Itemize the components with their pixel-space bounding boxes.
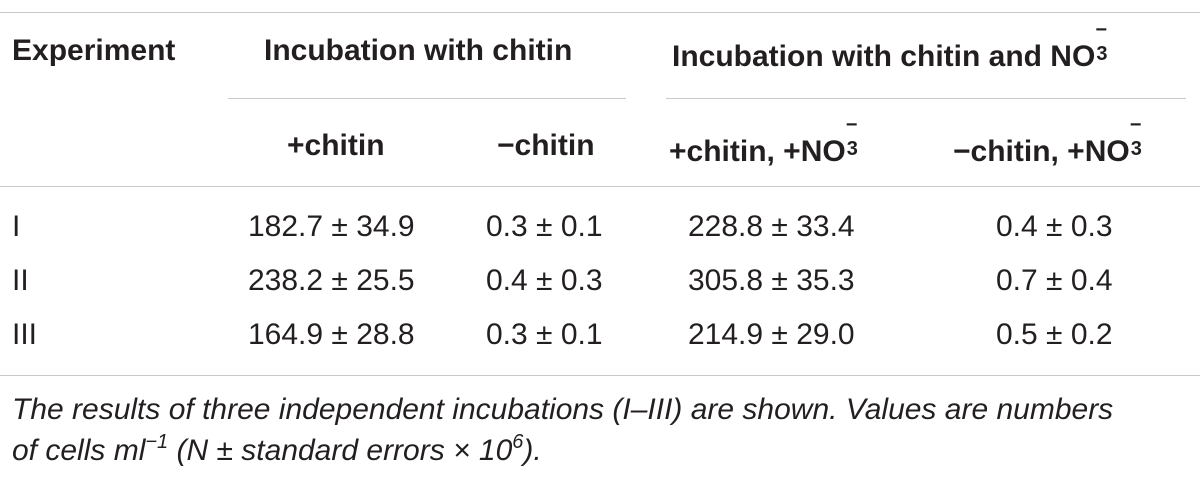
nitrate-ion-notation: −3 xyxy=(1130,115,1150,161)
header-group-chitin: Incubation with chitin xyxy=(264,34,573,67)
ion-subscript: 3 xyxy=(1096,43,1108,65)
subheader-minus-chitin-plus-no3: −chitin, +NO −3 xyxy=(953,115,1150,168)
group-chitin-no3-rule xyxy=(666,98,1186,99)
footnote-line2-b: (N ± standard errors × 10 xyxy=(168,433,513,467)
cell-plus-chitin: 182.7 ± 34.9 xyxy=(248,210,415,243)
subheader-plus-chitin: +chitin xyxy=(287,129,385,162)
cell-minus-chitin: 0.3 ± 0.1 xyxy=(486,318,603,351)
cell-plus-chitin-plus-no3: 305.8 ± 35.3 xyxy=(688,264,855,297)
footnote-line2-a: of cells ml xyxy=(12,433,146,467)
nitrate-ion-notation: −3 xyxy=(1095,20,1115,66)
subheader-minus-chitin: −chitin xyxy=(497,129,595,162)
cell-plus-chitin-plus-no3: 228.8 ± 33.4 xyxy=(688,210,855,243)
cell-minus-chitin-plus-no3: 0.4 ± 0.3 xyxy=(996,210,1113,243)
header-bottom-rule xyxy=(0,186,1200,187)
header-experiment: Experiment xyxy=(12,34,176,67)
cell-minus-chitin: 0.3 ± 0.1 xyxy=(486,210,603,243)
cell-plus-chitin-plus-no3: 214.9 ± 29.0 xyxy=(688,318,855,351)
table-footnote: The results of three independent incubat… xyxy=(12,390,1192,472)
cell-minus-chitin: 0.4 ± 0.3 xyxy=(486,264,603,297)
table-top-rule xyxy=(0,12,1200,13)
ion-charge: − xyxy=(845,114,858,136)
nitrate-ion-notation: −3 xyxy=(846,115,866,161)
footnote-exponent: −1 xyxy=(145,430,169,453)
subheader-plus-chitin-plus-no3: +chitin, +NO −3 xyxy=(669,115,866,168)
cell-experiment: II xyxy=(12,264,29,297)
table-bottom-rule xyxy=(0,375,1200,376)
cell-minus-chitin-plus-no3: 0.5 ± 0.2 xyxy=(996,318,1113,351)
cell-experiment: III xyxy=(12,318,38,351)
ion-charge: − xyxy=(1129,114,1142,136)
ion-subscript: 3 xyxy=(846,138,858,160)
header-group-chitin-no3-text: Incubation with chitin and NO xyxy=(672,40,1096,73)
footnote-line2-c: ). xyxy=(523,433,542,467)
subheader-plus-chitin-plus-no3-text: +chitin, +NO xyxy=(669,135,846,168)
group-chitin-rule xyxy=(228,98,626,99)
ion-subscript: 3 xyxy=(1130,138,1142,160)
subheader-minus-chitin-plus-no3-text: −chitin, +NO xyxy=(953,135,1130,168)
footnote-line1: The results of three independent incubat… xyxy=(12,393,1114,426)
cell-minus-chitin-plus-no3: 0.7 ± 0.4 xyxy=(996,264,1113,297)
footnote-exponent-2: 6 xyxy=(512,430,524,453)
header-group-chitin-no3: Incubation with chitin and NO −3 xyxy=(672,20,1115,73)
ion-charge: − xyxy=(1095,19,1107,41)
cell-experiment: I xyxy=(12,210,21,243)
cell-plus-chitin: 238.2 ± 25.5 xyxy=(248,264,415,297)
cell-plus-chitin: 164.9 ± 28.8 xyxy=(248,318,415,351)
